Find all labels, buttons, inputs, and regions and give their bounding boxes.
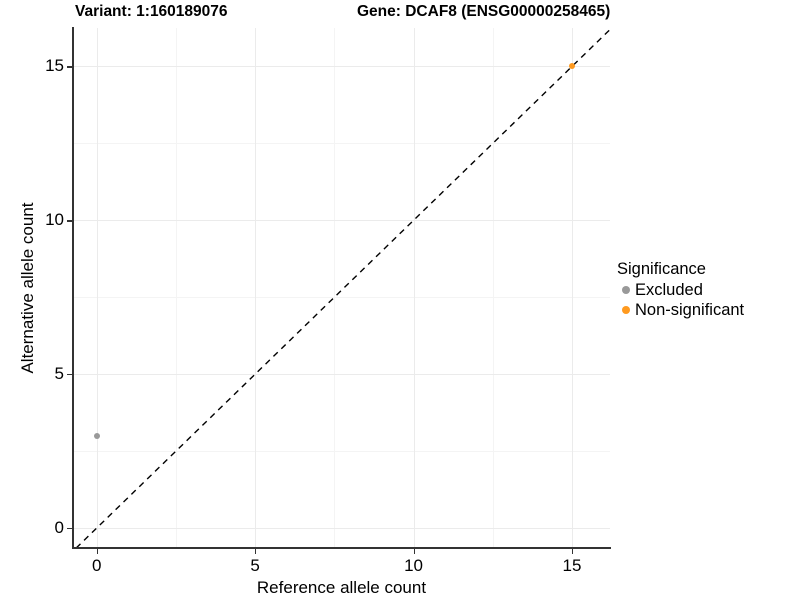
y-tick-mark: [67, 528, 72, 530]
y-tick-mark: [67, 220, 72, 222]
gridline-major-horizontal: [73, 528, 610, 529]
gridline-major-vertical: [413, 28, 415, 548]
gridline-minor-horizontal: [73, 297, 610, 299]
gridline-major-horizontal: [73, 66, 610, 68]
x-tick-mark: [413, 549, 415, 554]
y-tick-label: 0: [54, 518, 64, 537]
legend-item-label: Excluded: [635, 280, 703, 299]
data-point[interactable]: [568, 63, 575, 70]
gridline-major-vertical: [571, 28, 573, 548]
legend-title: Significance: [617, 260, 706, 278]
x-tick-mark: [571, 549, 574, 554]
gridline-minor-vertical: [334, 28, 336, 548]
gridline-major-vertical: [255, 28, 257, 548]
x-tick-label: 0: [92, 556, 102, 575]
legend: Significance Excluded Non-significant: [617, 260, 744, 320]
legend-dot-icon: [622, 306, 630, 314]
gridline-minor-vertical: [175, 28, 177, 548]
identity-reference-line: [73, 28, 610, 548]
diagonal-dashed-line: [75, 29, 610, 548]
gridline-minor-vertical: [492, 28, 494, 548]
legend-item-non-significant[interactable]: Non-significant: [617, 300, 744, 320]
y-tick-mark: [67, 66, 72, 68]
gridline-major-horizontal: [73, 374, 610, 376]
x-axis-title: Reference allele count: [256, 578, 427, 597]
data-point[interactable]: [93, 432, 100, 439]
legend-items: Excluded Non-significant: [617, 280, 744, 320]
y-tick-mark: [67, 374, 72, 376]
gridline-major-horizontal: [73, 220, 610, 222]
legend-dot-icon: [622, 286, 630, 294]
x-tick-mark: [255, 549, 257, 554]
x-tick-label: 15: [562, 556, 582, 575]
legend-key-swatch: [617, 306, 635, 314]
legend-item-label: Non-significant: [635, 300, 745, 319]
x-tick-label: 5: [250, 556, 260, 575]
x-tick-mark: [96, 549, 99, 554]
y-axis-title: Alternative allele count: [18, 202, 37, 374]
plot-panel: [73, 28, 610, 548]
gene-title: Gene: DCAF8 (ENSG00000258465): [357, 3, 611, 20]
gridline-major-vertical: [96, 28, 98, 548]
gridline-minor-horizontal: [73, 451, 610, 453]
legend-key-swatch: [617, 286, 635, 294]
y-axis-line: [72, 27, 74, 549]
variant-title: Variant: 1:160189076: [75, 3, 228, 20]
y-tick-label: 5: [54, 364, 64, 384]
x-tick-label: 10: [404, 556, 424, 575]
gridline-minor-horizontal: [73, 143, 610, 145]
y-tick-label: 15: [45, 56, 64, 76]
legend-item-excluded[interactable]: Excluded: [617, 280, 744, 300]
y-tick-label: 10: [45, 210, 64, 230]
x-axis-line: [72, 547, 611, 549]
